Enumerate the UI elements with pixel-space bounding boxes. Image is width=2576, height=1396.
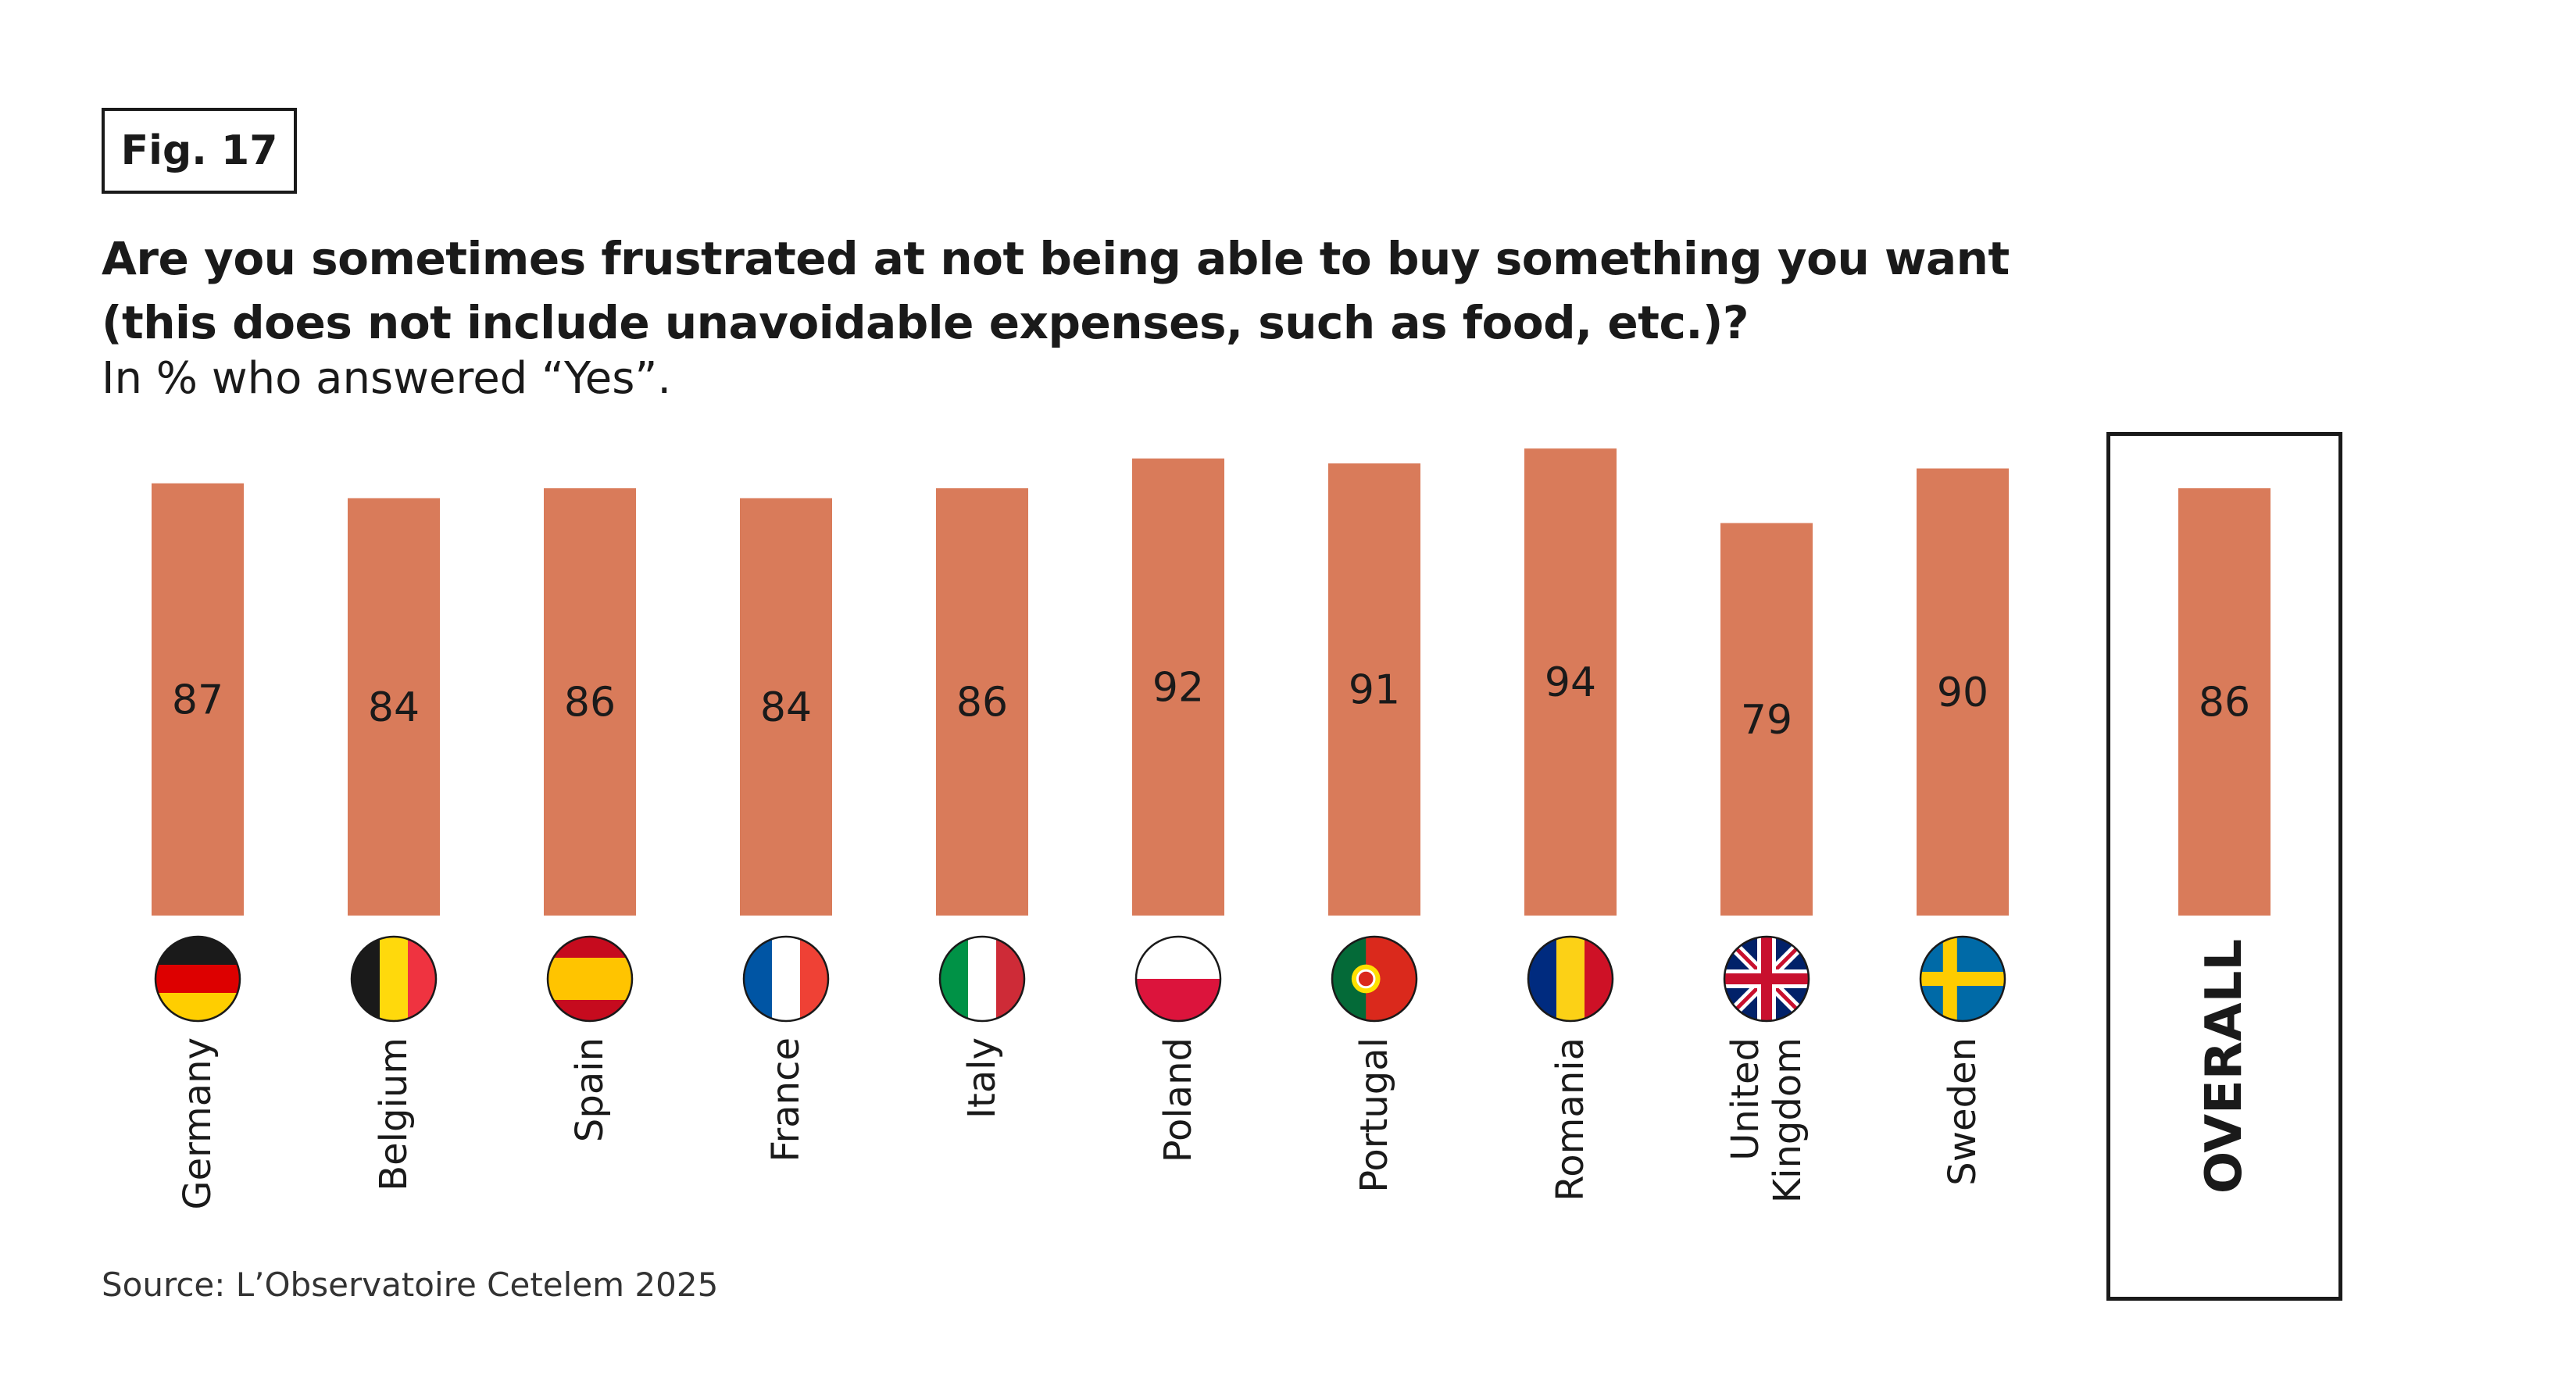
value-label-united-kingdom: 79 — [1741, 697, 1792, 744]
value-label-spain: 86 — [564, 680, 616, 727]
poland-flag-icon — [1134, 935, 1222, 1023]
value-label-poland: 92 — [1152, 664, 1204, 711]
category-label-germany: Germany — [176, 1037, 220, 1210]
value-label-italy: 86 — [956, 680, 1008, 727]
bar-portugal — [1328, 463, 1420, 916]
sweden-flag-icon — [1919, 935, 2006, 1023]
category-label-france: France — [764, 1037, 808, 1162]
italy-flag-icon — [938, 935, 1026, 1023]
chart-title: Are you sometimes frustrated at not bein… — [102, 227, 2010, 355]
bar-spain — [544, 488, 636, 916]
chart-subtitle: In % who answered “Yes”. — [102, 353, 672, 404]
chart-title-line-2: (this does not include unavoidable expen… — [102, 296, 1749, 349]
overall-frame — [2106, 432, 2342, 1301]
romania-flag-icon — [1527, 935, 1614, 1023]
category-label-romania: Romania — [1549, 1037, 1592, 1201]
bar-france — [740, 498, 832, 916]
category-label-italy: Italy — [960, 1037, 1004, 1119]
france-flag-icon — [742, 935, 830, 1023]
value-label-portugal: 91 — [1349, 667, 1400, 714]
bar-romania — [1524, 448, 1617, 916]
bar-overall — [2178, 488, 2271, 916]
value-label-germany: 87 — [172, 677, 223, 723]
category-label-sweden: Sweden — [1941, 1037, 1985, 1186]
value-label-sweden: 90 — [1937, 669, 1988, 716]
portugal-flag-icon — [1331, 935, 1418, 1023]
category-label-poland: Poland — [1156, 1037, 1200, 1162]
value-label-overall: 86 — [2199, 680, 2250, 727]
value-label-romania: 94 — [1545, 659, 1596, 706]
bar-italy — [936, 488, 1028, 916]
bar-united-kingdom — [1720, 523, 1813, 916]
chart-title-line-1: Are you sometimes frustrated at not bein… — [102, 232, 2010, 285]
source-note: Source: L’Observatoire Cetelem 2025 — [102, 1266, 719, 1304]
category-label-united-kingdom-line-2: Kingdom — [1766, 1037, 1810, 1203]
category-label-spain: Spain — [568, 1037, 612, 1142]
value-label-belgium: 84 — [368, 684, 420, 731]
value-label-france: 84 — [760, 684, 812, 731]
bar-poland — [1132, 458, 1224, 916]
bar-belgium — [348, 498, 440, 916]
bar-germany — [152, 483, 244, 916]
category-label-united-kingdom-line-1: United — [1724, 1037, 1767, 1161]
category-label-belgium: Belgium — [372, 1037, 416, 1191]
spain-flag-icon — [546, 935, 634, 1023]
germany-flag-icon — [154, 935, 241, 1023]
category-label-portugal: Portugal — [1352, 1037, 1396, 1193]
uk-flag-icon — [1723, 935, 1810, 1023]
bar-sweden — [1917, 468, 2009, 916]
belgium-flag-icon — [350, 935, 438, 1023]
figure-label: Fig. 17 — [102, 108, 297, 194]
category-label-overall: OVERALL — [2195, 939, 2253, 1194]
